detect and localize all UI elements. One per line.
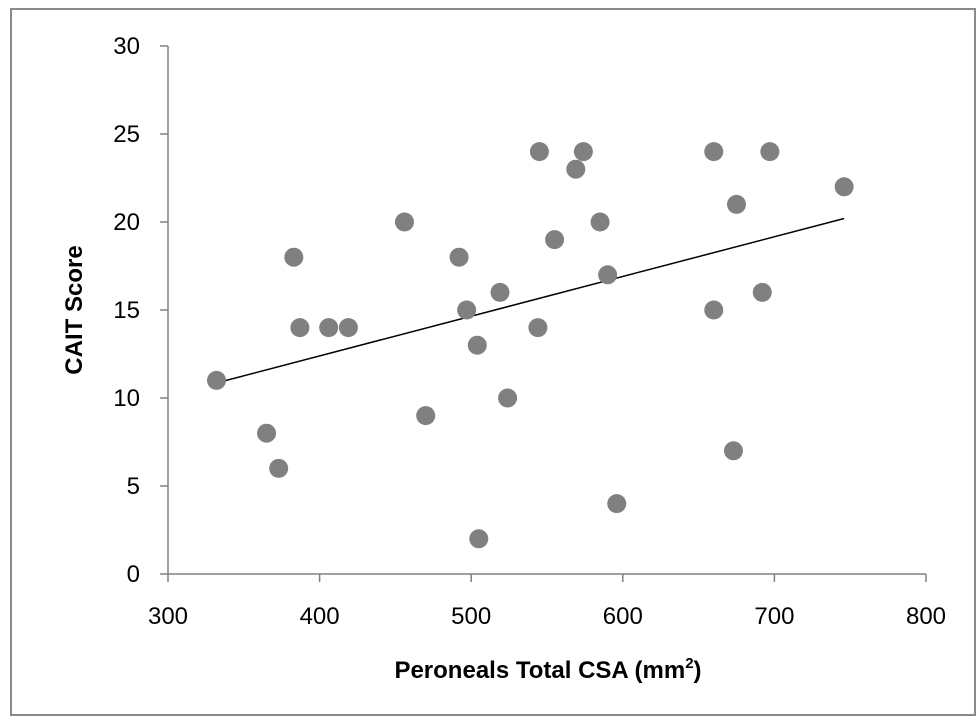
data-point [607,494,627,514]
data-point [704,142,724,162]
data-point [338,318,358,338]
data-point [469,529,489,549]
x-tick-label: 500 [451,603,491,630]
data-point [752,282,772,302]
y-tick-label: 5 [127,473,140,500]
data-point [467,335,487,355]
x-axis-title-superscript: 2 [685,655,693,672]
data-point [529,142,549,162]
data-point [498,388,518,408]
data-point [727,194,746,214]
chart-frame [10,8,976,716]
x-tick-label: 300 [148,603,188,630]
data-point [284,247,304,267]
data-point [573,142,593,162]
data-point [760,142,780,162]
data-point [490,282,510,302]
y-tick-label: 20 [113,209,140,236]
trendline-group [219,217,845,383]
y-axis-title: CAIT Score [61,245,88,374]
data-point [723,441,743,461]
points-group [207,142,854,549]
data-point [704,300,724,320]
data-point [416,406,436,426]
x-tick-label: 600 [603,603,643,630]
y-tick-label: 15 [113,297,140,324]
data-point [394,212,414,232]
data-point [449,247,469,267]
x-axis-title-suffix: ) [694,657,702,684]
ticks: 0 5 10 15 20 25 30 300 400 500 600 700 800 [113,33,946,630]
axes [167,46,926,575]
x-tick-label: 400 [300,603,340,630]
data-point [257,423,277,443]
x-tick-label: 800 [906,603,946,630]
x-tick-label: 700 [754,603,794,630]
data-point [207,370,227,390]
y-tick-label: 0 [127,561,140,588]
trendline [219,217,845,383]
x-axis-title-main: Peroneals Total CSA (mm [394,657,685,684]
data-point [545,230,565,250]
data-point [528,318,548,338]
x-axis-title: Peroneals Total CSA (mm2) [394,655,701,684]
y-tick-label: 30 [113,33,140,60]
y-tick-label: 25 [113,121,140,148]
data-point [598,265,618,285]
y-tick-label: 10 [113,385,140,412]
data-point [590,212,610,232]
data-point [269,458,289,478]
data-point [834,177,854,197]
data-point [566,159,586,179]
data-point [319,318,339,338]
data-point [290,318,310,338]
data-point [457,300,477,320]
